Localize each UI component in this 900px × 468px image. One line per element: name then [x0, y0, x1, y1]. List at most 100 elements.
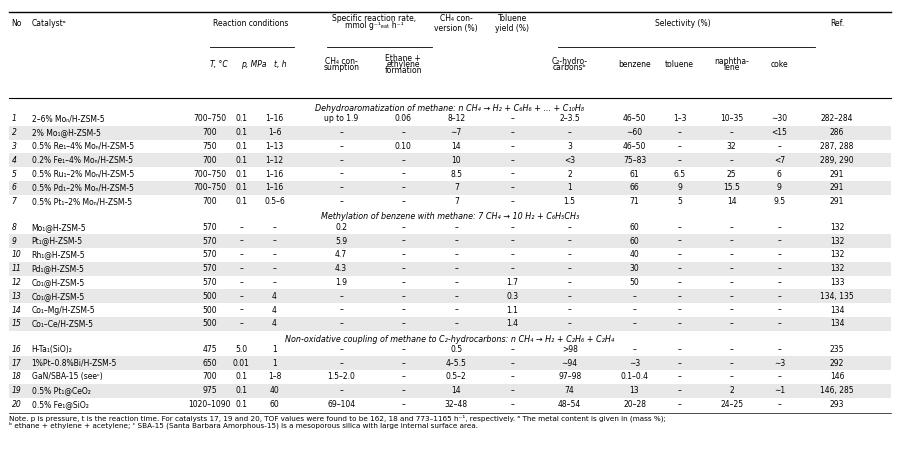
Text: toluene: toluene — [665, 60, 694, 69]
Text: –: – — [778, 345, 781, 354]
Text: –: – — [273, 223, 276, 232]
Text: –: – — [401, 278, 405, 287]
Text: 97–98: 97–98 — [558, 373, 581, 381]
Text: <3: <3 — [564, 156, 575, 165]
Text: No: No — [12, 19, 22, 28]
Text: 134: 134 — [830, 319, 844, 329]
Text: –: – — [339, 319, 343, 329]
Text: ᵇ ethane + ethylene + acetylene; ᶜ SBA-15 (Santa Barbara Amorphous-15) is a meso: ᵇ ethane + ethylene + acetylene; ᶜ SBA-1… — [9, 422, 478, 429]
Text: –: – — [339, 169, 343, 179]
Text: 282–284: 282–284 — [821, 114, 853, 124]
Text: 7: 7 — [12, 197, 16, 206]
Text: 0.1: 0.1 — [235, 142, 248, 151]
Text: 14: 14 — [12, 306, 22, 314]
Text: –: – — [454, 236, 458, 246]
Text: –: – — [568, 264, 572, 273]
Text: 0.1–0.4: 0.1–0.4 — [620, 373, 649, 381]
Text: 1: 1 — [12, 114, 16, 124]
Text: –: – — [678, 250, 681, 259]
Text: –: – — [730, 250, 734, 259]
Text: 0.5: 0.5 — [450, 345, 463, 354]
Text: 134: 134 — [830, 306, 844, 314]
Text: t, h: t, h — [274, 60, 287, 69]
Text: 287, 288: 287, 288 — [820, 142, 854, 151]
Text: Mo₁@H-ZSM-5: Mo₁@H-ZSM-5 — [32, 223, 86, 232]
Text: 1–8: 1–8 — [268, 373, 281, 381]
Text: 4.7: 4.7 — [335, 250, 347, 259]
Text: 1: 1 — [272, 358, 277, 368]
Text: 0.5% Pt₁@CeO₂: 0.5% Pt₁@CeO₂ — [32, 386, 90, 395]
Text: –: – — [339, 386, 343, 395]
Text: 0.5% Fe₁@SiO₂: 0.5% Fe₁@SiO₂ — [32, 400, 88, 409]
Text: <7: <7 — [774, 156, 785, 165]
Text: 61: 61 — [630, 169, 639, 179]
Text: –: – — [339, 345, 343, 354]
Text: –: – — [401, 250, 405, 259]
Text: ∼30: ∼30 — [771, 114, 788, 124]
Text: 10: 10 — [12, 250, 22, 259]
Text: 9: 9 — [677, 183, 682, 192]
Text: 10: 10 — [452, 156, 461, 165]
Text: ∼94: ∼94 — [562, 358, 578, 368]
Text: Specific reaction rate,: Specific reaction rate, — [332, 14, 416, 23]
Text: –: – — [633, 345, 636, 354]
Text: ethylene: ethylene — [386, 59, 420, 69]
Text: 5: 5 — [677, 197, 682, 206]
Text: Rh₁@H-ZSM-5: Rh₁@H-ZSM-5 — [32, 250, 86, 259]
Text: –: – — [454, 264, 458, 273]
Text: –: – — [678, 156, 681, 165]
Text: 570: 570 — [202, 236, 217, 246]
Text: –: – — [678, 386, 681, 395]
Bar — [9, 384, 891, 398]
Text: 235: 235 — [830, 345, 844, 354]
Text: –: – — [239, 223, 243, 232]
Text: –: – — [778, 142, 781, 151]
Text: –: – — [339, 306, 343, 314]
Text: up to 1.9: up to 1.9 — [324, 114, 358, 124]
Text: 1.1: 1.1 — [506, 306, 518, 314]
Text: 8: 8 — [12, 223, 16, 232]
Text: 0.1: 0.1 — [235, 373, 248, 381]
Bar — [9, 126, 891, 139]
Text: 2: 2 — [12, 128, 16, 137]
Text: –: – — [633, 306, 636, 314]
Text: –: – — [778, 400, 781, 409]
Text: 0.1: 0.1 — [235, 400, 248, 409]
Text: –: – — [778, 319, 781, 329]
Text: –: – — [510, 197, 514, 206]
Text: ∼60: ∼60 — [626, 128, 643, 137]
Text: ∼7: ∼7 — [451, 128, 462, 137]
Text: –: – — [510, 183, 514, 192]
Text: 700–750: 700–750 — [194, 183, 226, 192]
Text: Pd₁@H-ZSM-5: Pd₁@H-ZSM-5 — [32, 264, 85, 273]
Text: 291: 291 — [830, 169, 844, 179]
Text: 24–25: 24–25 — [720, 400, 743, 409]
Text: –: – — [510, 250, 514, 259]
Text: –: – — [510, 223, 514, 232]
Text: 7: 7 — [454, 197, 459, 206]
Text: –: – — [339, 128, 343, 137]
Text: –: – — [730, 319, 734, 329]
Text: 750: 750 — [202, 142, 217, 151]
Text: –: – — [401, 400, 405, 409]
Text: 4: 4 — [272, 292, 277, 301]
Text: 60: 60 — [630, 223, 639, 232]
Text: 570: 570 — [202, 223, 217, 232]
Text: 570: 570 — [202, 278, 217, 287]
Text: –: – — [678, 278, 681, 287]
Text: 0.1: 0.1 — [235, 156, 248, 165]
Text: –: – — [730, 358, 734, 368]
Text: 1.5–2.0: 1.5–2.0 — [328, 373, 355, 381]
Bar — [9, 356, 891, 370]
Text: 0.5% Re₁–4% Moₙ/H-ZSM-5: 0.5% Re₁–4% Moₙ/H-ZSM-5 — [32, 142, 133, 151]
Text: 1: 1 — [272, 345, 277, 354]
Text: 17: 17 — [12, 358, 22, 368]
Text: Co₁–Ce/H-ZSM-5: Co₁–Ce/H-ZSM-5 — [32, 319, 94, 329]
Text: 2: 2 — [567, 169, 572, 179]
Text: 4: 4 — [272, 306, 277, 314]
Text: –: – — [401, 373, 405, 381]
Text: 3: 3 — [12, 142, 16, 151]
Text: 1–3: 1–3 — [673, 114, 686, 124]
Text: T, °C: T, °C — [210, 60, 228, 69]
Text: –: – — [339, 292, 343, 301]
